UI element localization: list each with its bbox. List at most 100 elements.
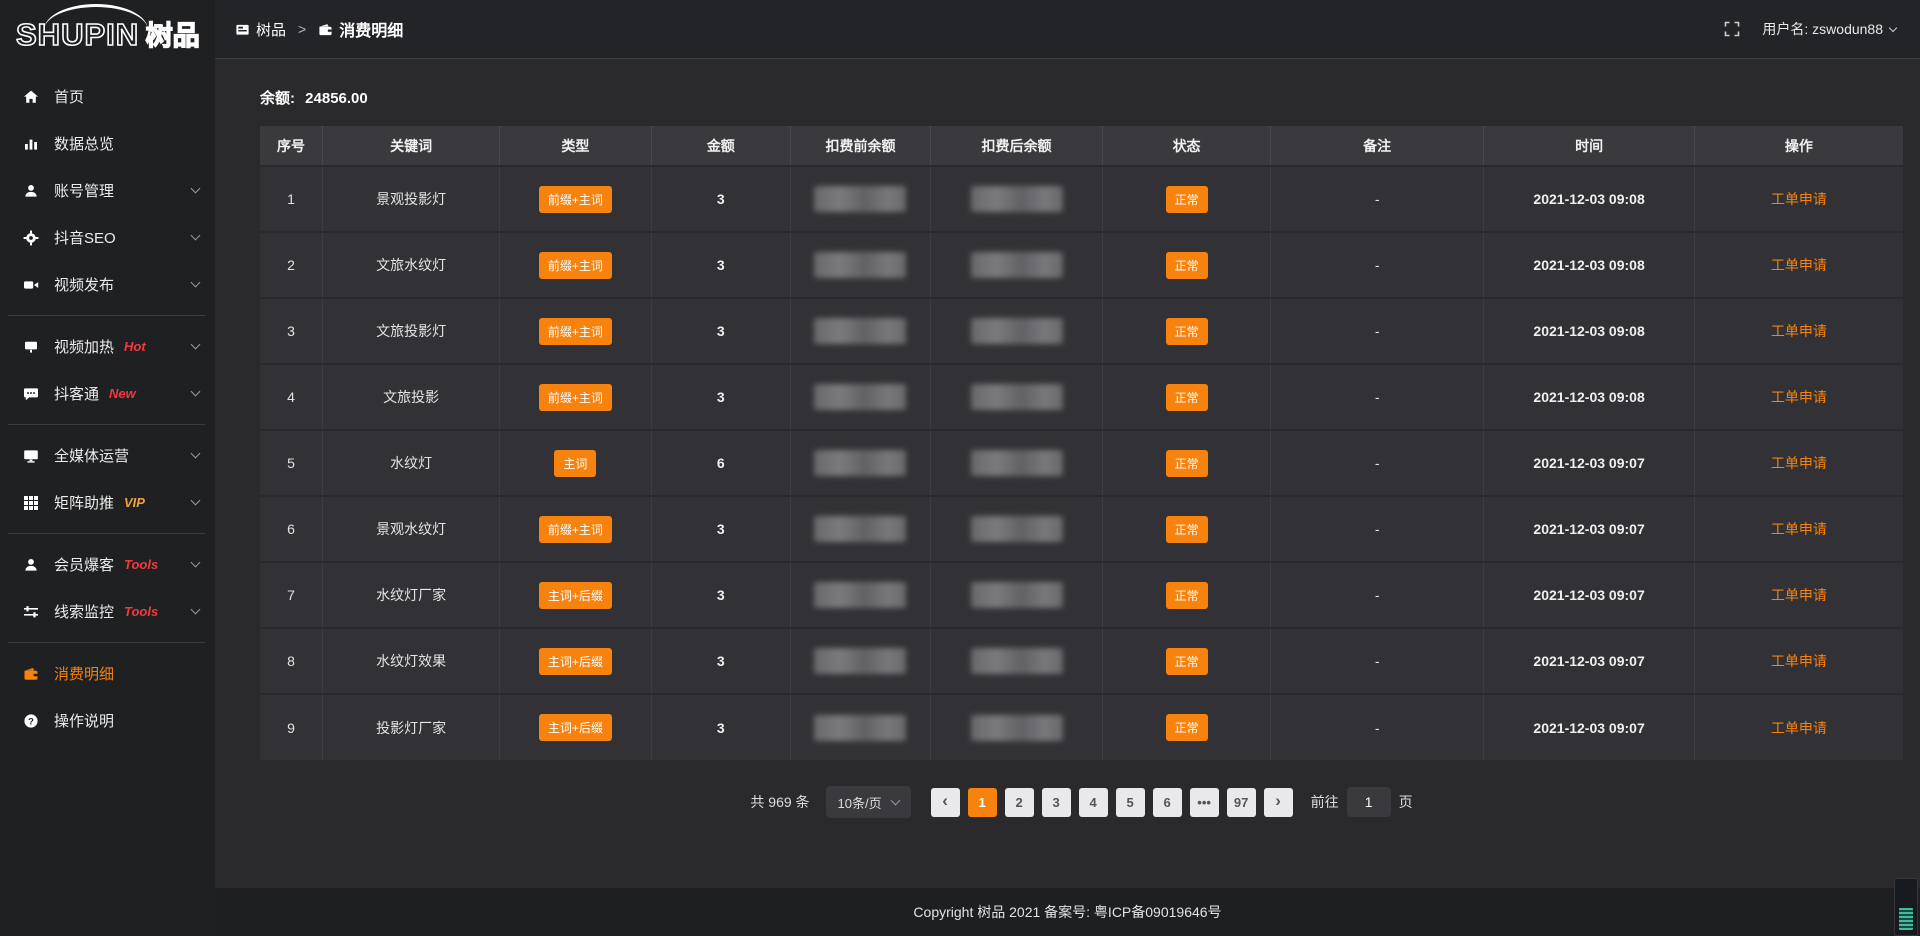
sidebar: SHUPIN 树品 首页数据总览账号管理 抖音SEO 视频发布视频加热 Hot 抖客通 N… — [0, 0, 215, 936]
cell-status: 正常 — [1102, 363, 1271, 430]
cell-action: 工单申请 — [1693, 429, 1903, 496]
page-button-2[interactable]: 2 — [1004, 787, 1034, 817]
breadcrumb-root[interactable]: 树品 — [256, 21, 287, 39]
sidebar-item-douketong[interactable]: 抖客通 New — [0, 370, 215, 417]
heat-icon — [22, 339, 40, 355]
page-button-1[interactable]: 1 — [967, 787, 997, 817]
cell-time: 2021-12-03 09:07 — [1483, 693, 1695, 760]
masked-balance — [970, 318, 1063, 344]
page-button-6[interactable]: 6 — [1152, 787, 1182, 817]
page-button-4[interactable]: 4 — [1078, 787, 1108, 817]
cell-seq: 1 — [260, 165, 323, 232]
status-badge: 正常 — [1165, 714, 1208, 741]
cell-amount: 3 — [650, 495, 792, 562]
sidebar-item-matrix-boost[interactable]: 矩阵助推 VIP — [0, 479, 215, 526]
masked-balance — [970, 714, 1063, 741]
sidebar-item-video-heat[interactable]: 视频加热 Hot — [0, 323, 215, 370]
chart-icon — [22, 136, 40, 152]
work-order-link[interactable]: 工单申请 — [1770, 455, 1827, 471]
table-row: 3 文旅投影灯 前缀+主词 3 正常 -2021-12-03 09:08 工单申请 — [260, 297, 1903, 364]
sidebar-item-tag: Tools — [124, 557, 159, 572]
masked-balance — [814, 318, 907, 344]
cell-remark: - — [1269, 297, 1485, 364]
page-ellipsis-button[interactable]: ••• — [1189, 787, 1219, 817]
type-badge: 主词+后缀 — [538, 581, 612, 609]
sidebar-item-data-overview[interactable]: 数据总览 — [0, 120, 215, 167]
sidebar-item-label: 数据总览 — [54, 136, 115, 153]
work-order-link[interactable]: 工单申请 — [1770, 323, 1827, 339]
cell-type: 前缀+主词 — [499, 231, 652, 298]
table-row: 6 景观水纹灯 前缀+主词 3 正常 -2021-12-03 09:07 工单申请 — [260, 495, 1903, 562]
chevron-down-icon — [190, 230, 201, 241]
masked-balance — [814, 582, 907, 608]
balance: 余额: 24856.00 — [260, 87, 1903, 108]
table-row: 5 水纹灯 主词 6 正常 -2021-12-03 09:07 工单申请 — [260, 429, 1903, 496]
sidebar-item-douyin-seo[interactable]: 抖音SEO — [0, 214, 215, 261]
sidebar-divider — [8, 315, 205, 316]
column-header: 类型 — [499, 126, 652, 166]
sidebar-item-label: 视频加热 — [54, 339, 115, 356]
page-button-5[interactable]: 5 — [1115, 787, 1145, 817]
user-menu[interactable]: 用户名: zswodun88 — [1762, 19, 1898, 39]
column-header: 扣费后余额 — [929, 126, 1104, 166]
sidebar-item-home[interactable]: 首页 — [0, 73, 215, 120]
cell-status: 正常 — [1102, 297, 1271, 364]
consumption-table: 序号 关键词 类型 金额 扣费前余额 扣费后余额 状态 备注 时间 操作 1 景观投影灯 前缀+主词 3… — [260, 126, 1903, 760]
scrollbar-thumb[interactable] — [1899, 908, 1913, 930]
sliders-icon — [22, 604, 40, 620]
column-header: 操作 — [1693, 126, 1903, 166]
sidebar-item-all-media[interactable]: 全媒体运营 — [0, 432, 215, 479]
topbar-right: 用户名: zswodun88 — [1724, 19, 1898, 39]
cell-amount: 3 — [650, 363, 792, 430]
sidebar-item-help[interactable]: ? 操作说明 — [0, 697, 215, 744]
page-button-3[interactable]: 3 — [1041, 787, 1071, 817]
masked-balance — [970, 450, 1063, 476]
masked-balance — [814, 252, 907, 278]
work-order-link[interactable]: 工单申请 — [1770, 719, 1827, 736]
sidebar-item-member-burst[interactable]: 会员爆客 Tools — [0, 541, 215, 588]
chevron-down-icon — [190, 604, 201, 615]
work-order-link[interactable]: 工单申请 — [1770, 191, 1827, 207]
cell-amount: 3 — [650, 693, 792, 760]
sidebar-item-lead-monitor[interactable]: 线索监控 Tools — [0, 588, 215, 635]
cell-type: 前缀+主词 — [499, 297, 652, 364]
masked-balance — [814, 450, 907, 476]
sidebar-nav: 首页数据总览账号管理 抖音SEO 视频发布视频加热 Hot 抖客通 New 全媒体运营 矩阵助… — [0, 73, 215, 744]
column-header: 状态 — [1102, 126, 1271, 166]
page-button-97[interactable]: 97 — [1226, 787, 1256, 817]
content: 余额: 24856.00 序号 关键词 类型 金额 扣费前余额 扣费后余额 状态 备注 时间 操作… — [215, 59, 1920, 888]
cell-amount: 3 — [650, 297, 792, 364]
masked-balance — [970, 252, 1063, 278]
next-page-button[interactable]: › — [1263, 787, 1293, 817]
work-order-link[interactable]: 工单申请 — [1770, 257, 1827, 273]
goto-page-input[interactable] — [1346, 787, 1391, 817]
fullscreen-icon[interactable] — [1724, 21, 1740, 37]
cell-keyword: 文旅投影灯 — [321, 297, 501, 364]
sidebar-item-consume-detail[interactable]: 消费明细 — [0, 650, 215, 697]
cell-balance-before — [790, 693, 931, 760]
table-row: 1 景观投影灯 前缀+主词 3 正常 -2021-12-03 09:08 工单申请 — [260, 165, 1903, 232]
breadcrumb-current: 消费明细 — [339, 23, 404, 40]
cell-seq: 5 — [260, 429, 323, 496]
work-order-link[interactable]: 工单申请 — [1770, 653, 1827, 669]
page-size-select[interactable]: 10条/页 — [825, 786, 911, 818]
logo[interactable]: SHUPIN 树品 — [0, 0, 215, 59]
cell-keyword: 投影灯厂家 — [321, 693, 501, 760]
work-order-link[interactable]: 工单申请 — [1770, 587, 1827, 603]
sidebar-item-video-publish[interactable]: 视频发布 — [0, 261, 215, 308]
type-badge: 主词+后缀 — [538, 647, 612, 675]
cell-keyword: 水纹灯厂家 — [321, 561, 501, 628]
cell-amount: 3 — [650, 561, 792, 628]
copyright-text: Copyright 树品 2021 备案号: 粤ICP备09019646号 — [913, 904, 1222, 920]
cell-remark: - — [1269, 165, 1485, 232]
sidebar-item-label: 消费明细 — [54, 666, 115, 683]
sidebar-item-account-manage[interactable]: 账号管理 — [0, 167, 215, 214]
work-order-link[interactable]: 工单申请 — [1770, 521, 1827, 537]
prev-page-button[interactable]: ‹ — [930, 787, 960, 817]
cell-status: 正常 — [1102, 165, 1271, 232]
cell-balance-before — [790, 495, 931, 562]
logo-arc-decoration — [44, 4, 148, 30]
scrollbar-widget[interactable] — [1894, 878, 1918, 936]
work-order-link[interactable]: 工单申请 — [1770, 389, 1827, 405]
